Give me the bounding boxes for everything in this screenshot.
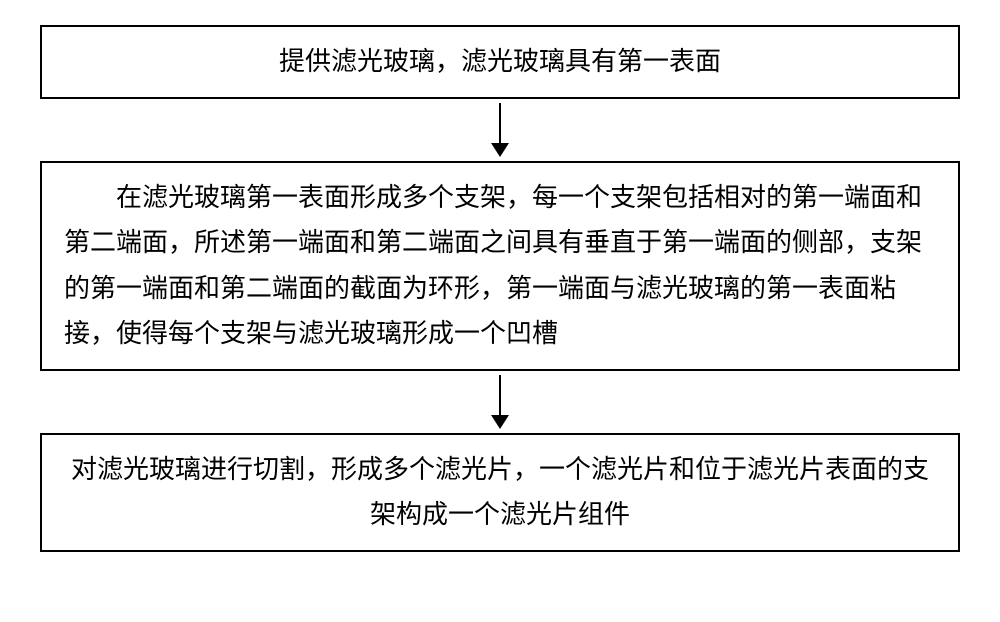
arrow-line	[499, 375, 501, 415]
arrow-line	[499, 103, 501, 143]
arrow-head-down-icon	[491, 143, 509, 157]
flow-step-1: 提供滤光玻璃，滤光玻璃具有第一表面	[40, 25, 960, 99]
flow-step-2: 在滤光玻璃第一表面形成多个支架，每一个支架包括相对的第一端面和第二端面，所述第一…	[40, 161, 960, 371]
arrow-2	[491, 375, 509, 429]
flow-step-3: 对滤光玻璃进行切割，形成多个滤光片，一个滤光片和位于滤光片表面的支架构成一个滤光…	[40, 433, 960, 552]
arrow-head-down-icon	[491, 415, 509, 429]
arrow-1	[491, 103, 509, 157]
